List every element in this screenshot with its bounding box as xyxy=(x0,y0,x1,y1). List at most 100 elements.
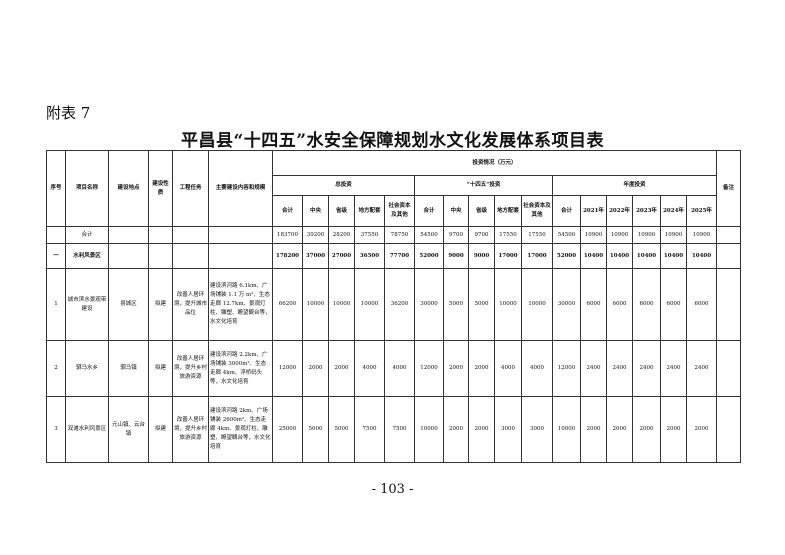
subheader-total-2: 省级 xyxy=(328,195,355,227)
cell-task xyxy=(172,226,209,244)
cell-value: 27000 xyxy=(328,243,355,269)
cell-value: 10400 xyxy=(632,243,661,269)
cell-value: 7500 xyxy=(354,396,385,463)
cell-nature: 拟建 xyxy=(148,340,173,397)
cell-name: 水利风景区 xyxy=(65,243,109,269)
cell-value: 6000 xyxy=(580,268,607,341)
cell-value: 17550 xyxy=(494,226,522,244)
cell-location: 驷马镇 xyxy=(108,340,149,397)
cell-value: 2000 xyxy=(443,396,469,463)
cell-value: 10900 xyxy=(685,226,718,244)
cell-value: 4000 xyxy=(384,340,415,397)
table-row: 3 双滩水利风景区 元山镇、云台镇 拟建 改善人居环境，提升乡村旅游资源 建设滨河路 2k… xyxy=(46,396,742,463)
cell-value: 2400 xyxy=(632,340,661,397)
cell-value: 2400 xyxy=(606,340,633,397)
subheader-annual-4: 2024年 xyxy=(660,195,687,227)
cell-nature xyxy=(148,226,173,244)
cell-value: 2000 xyxy=(468,340,495,397)
cell-value: 4000 xyxy=(494,340,522,397)
cell-value: 5000 xyxy=(302,396,329,463)
cell-value: 5000 xyxy=(328,396,355,463)
cell-name: 城市滨水景观带建设 xyxy=(65,268,109,341)
cell-value: 2000 xyxy=(685,396,718,463)
header-location: 建设地点 xyxy=(108,150,149,227)
cell-value: 36200 xyxy=(384,268,415,341)
header-task: 工程任务 xyxy=(172,150,209,227)
cell-value: 10900 xyxy=(660,226,687,244)
subheader-total-3: 地方配套 xyxy=(354,195,385,227)
cell-location: 元山镇、云台镇 xyxy=(108,396,149,463)
cell-value: 10000 xyxy=(521,268,553,341)
cell-value: 10000 xyxy=(552,396,581,463)
cell-value: 9700 xyxy=(443,226,469,244)
cell-value: 30000 xyxy=(414,268,444,341)
cell-value: 6000 xyxy=(660,268,687,341)
cell-task xyxy=(172,243,209,269)
cell-value: 2000 xyxy=(302,340,329,397)
cell-value: 39200 xyxy=(302,226,329,244)
table-row: 一水利风景区 178200 37000 27000 36500 77700 52000 900… xyxy=(46,243,742,269)
cell-location xyxy=(108,226,149,244)
subheader-plan-1: 中央 xyxy=(443,195,469,227)
subheader-plan-4: 社会资本及其他 xyxy=(521,195,553,227)
header-content: 主要建设内容和规模 xyxy=(208,150,273,227)
cell-value: 6000 xyxy=(632,268,661,341)
cell-value: 28200 xyxy=(328,226,355,244)
cell-value: 17000 xyxy=(494,243,522,269)
cell-value: 77700 xyxy=(384,243,415,269)
cell-value: 2400 xyxy=(660,340,687,397)
cell-value: 6000 xyxy=(685,268,718,341)
table-row: 1 城市滨水景观带建设 县城区 拟建 改善人居环境，提升城市品位 建设滨河路 6.1km、… xyxy=(46,268,742,341)
cell-value: 4000 xyxy=(354,340,385,397)
header-remark: 备注 xyxy=(716,150,742,227)
cell-nature: 拟建 xyxy=(148,396,173,463)
subheader-plan-2: 省级 xyxy=(468,195,495,227)
cell-value: 52000 xyxy=(552,243,581,269)
cell-value: 10900 xyxy=(606,226,633,244)
cell-value: 3000 xyxy=(494,396,522,463)
cell-value: 10900 xyxy=(580,226,607,244)
cell-value: 54500 xyxy=(552,226,581,244)
cell-value: 52000 xyxy=(414,243,444,269)
cell-value: 9700 xyxy=(468,226,495,244)
cell-name: 驷马水乡 xyxy=(65,340,109,397)
cell-location xyxy=(108,243,149,269)
cell-remark xyxy=(716,396,742,463)
subheader-annual-0: 合计 xyxy=(552,195,581,227)
cell-content xyxy=(208,226,273,244)
cell-remark xyxy=(716,226,742,244)
cell-value: 5000 xyxy=(443,268,469,341)
cell-value: 2000 xyxy=(468,396,495,463)
cell-value: 4000 xyxy=(521,340,553,397)
cell-value: 10000 xyxy=(494,268,522,341)
cell-value: 10000 xyxy=(354,268,385,341)
header-seq: 序号 xyxy=(46,150,66,227)
cell-value: 30000 xyxy=(552,268,581,341)
cell-value: 10000 xyxy=(414,396,444,463)
page-number: - 103 - xyxy=(371,482,414,497)
appendix-label: 附表 7 xyxy=(46,104,91,122)
cell-value: 54500 xyxy=(414,226,444,244)
subheader-annual-2: 2022年 xyxy=(606,195,633,227)
cell-remark xyxy=(716,340,742,397)
cell-value: 2000 xyxy=(632,396,661,463)
cell-value: 37000 xyxy=(302,243,329,269)
cell-seq: 3 xyxy=(46,396,66,463)
cell-task: 改善人居环境，提升乡村旅游资源 xyxy=(172,396,209,463)
cell-value: 2000 xyxy=(606,396,633,463)
subheader-annual-5: 2025年 xyxy=(685,195,718,227)
cell-task: 改善人居环境，提升城市品位 xyxy=(172,268,209,341)
page-title: 平昌县“十四五”水安全保障规划水文化发展体系项目表 xyxy=(180,131,605,151)
cell-value: 3000 xyxy=(521,396,553,463)
cell-value: 10400 xyxy=(606,243,633,269)
cell-value: 183700 xyxy=(272,226,303,244)
header-name: 项目名称 xyxy=(65,150,109,227)
cell-value: 66200 xyxy=(272,268,303,341)
cell-value: 10000 xyxy=(328,268,355,341)
header-annual-group: 年度投资 xyxy=(551,175,718,196)
cell-value: 2400 xyxy=(685,340,718,397)
cell-value: 17550 xyxy=(521,226,553,244)
header-investment: 投资情况（万元） xyxy=(271,150,718,176)
cell-value: 37550 xyxy=(354,226,385,244)
cell-value: 2400 xyxy=(580,340,607,397)
